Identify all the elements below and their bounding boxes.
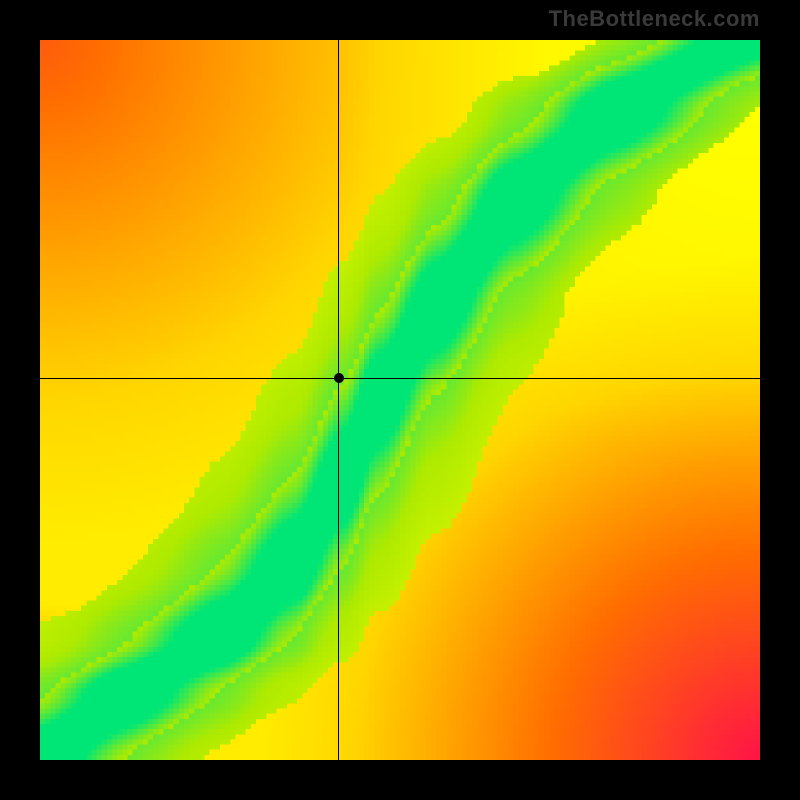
watermark-text: TheBottleneck.com [549, 6, 760, 32]
crosshair-vertical [338, 40, 339, 760]
chart-container: TheBottleneck.com [0, 0, 800, 800]
heatmap-canvas [40, 40, 760, 760]
crosshair-marker [334, 373, 344, 383]
crosshair-horizontal [40, 378, 760, 379]
plot-area [40, 40, 760, 760]
